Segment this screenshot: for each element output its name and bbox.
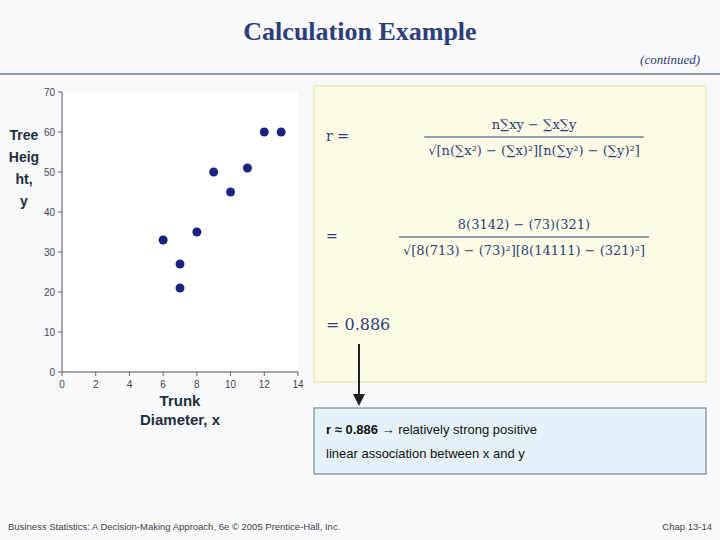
- point: [260, 128, 269, 137]
- y-axis-label: Heig: [9, 149, 39, 165]
- x-tick: [129, 372, 130, 376]
- footer: Business Statistics: A Decision-Making A…: [8, 521, 340, 532]
- point: [226, 188, 235, 197]
- x-tick-label: 10: [225, 379, 237, 390]
- formula-text: =: [326, 228, 338, 244]
- x-tick: [196, 372, 197, 376]
- y-tick: [58, 372, 62, 373]
- y-tick-label: 10: [44, 327, 56, 338]
- y-tick-label: 70: [44, 87, 56, 98]
- formula-denominator: √[n(∑x²) − (∑x)²][n(∑y²) − (∑y)²]: [428, 143, 640, 158]
- x-tick-label: 14: [292, 379, 304, 390]
- y-tick: [58, 92, 62, 93]
- point: [192, 228, 201, 237]
- x-tick-label: 12: [259, 379, 271, 390]
- result-rest: → relatively strong positive: [378, 422, 537, 437]
- result-bold: r ≈ 0.886: [326, 422, 378, 437]
- y-tick: [58, 332, 62, 333]
- y-tick: [58, 292, 62, 293]
- y-tick: [58, 172, 62, 173]
- point: [176, 260, 185, 269]
- point: [159, 236, 168, 245]
- y-axis-label: ht,: [15, 171, 32, 187]
- plot-area: [62, 92, 298, 372]
- arrow: [358, 344, 360, 396]
- x-tick: [230, 372, 231, 376]
- chart: Calculation Example (continued) 0 2 4 6 8 10 12 1…: [0, 0, 720, 540]
- x-tick: [95, 372, 96, 376]
- separator: [0, 73, 720, 75]
- background: [0, 0, 720, 540]
- x-tick: [62, 372, 63, 376]
- subtitle: (continued): [640, 52, 700, 67]
- y-tick-label: 20: [44, 287, 56, 298]
- y-axis-label: Tree: [10, 127, 39, 143]
- y-axis-label: y: [20, 193, 28, 209]
- x-tick-label: 6: [160, 379, 166, 390]
- formula-numerator: n∑xy − ∑x∑y: [492, 117, 577, 132]
- y-tick-label: 60: [44, 127, 56, 138]
- point: [277, 128, 286, 137]
- result-text: r ≈ 0.886 → relatively strong positive: [326, 422, 537, 437]
- y-tick-label: 30: [44, 247, 56, 258]
- point: [176, 284, 185, 293]
- formula-result: = 0.886: [326, 315, 390, 334]
- x-tick-label: 4: [127, 379, 133, 390]
- footer: Chap 13-14: [662, 521, 712, 532]
- y-tick: [58, 252, 62, 253]
- x-axis-label: Diameter, x: [140, 411, 221, 428]
- points: [159, 128, 286, 293]
- result-box: [314, 408, 706, 474]
- x-tick-label: 0: [59, 379, 65, 390]
- fraction-bar: [399, 236, 649, 237]
- y-tick-label: 0: [49, 367, 55, 378]
- x-tick: [264, 372, 265, 376]
- x-axis: [62, 372, 298, 373]
- y-tick: [58, 212, 62, 213]
- formula-box: [314, 86, 706, 382]
- x-tick: [163, 372, 164, 376]
- y-tick-label: 40: [44, 207, 56, 218]
- formula-denominator: √[8(713) − (73)²][8(14111) − (321)²]: [403, 243, 645, 258]
- formula-numerator: 8(3142) − (73)(321): [458, 217, 590, 232]
- x-tick: [298, 372, 299, 376]
- x-axis-label: Trunk: [160, 392, 201, 409]
- axes: 0 2 4 6 8 10 12 14 0 10 20 30 40 50 60 70: [44, 87, 304, 391]
- result-text: linear association between x and y: [326, 446, 525, 461]
- y-axis: [62, 92, 63, 372]
- y-tick: [58, 132, 62, 133]
- point: [243, 164, 252, 173]
- x-tick-label: 8: [194, 379, 200, 390]
- y-tick-label: 50: [44, 167, 56, 178]
- arrow-head: [353, 394, 365, 406]
- point: [209, 168, 218, 177]
- formula-text: r =: [326, 128, 349, 144]
- title: Calculation Example: [243, 17, 476, 46]
- x-tick-label: 2: [93, 379, 99, 390]
- fraction-bar: [424, 136, 644, 137]
